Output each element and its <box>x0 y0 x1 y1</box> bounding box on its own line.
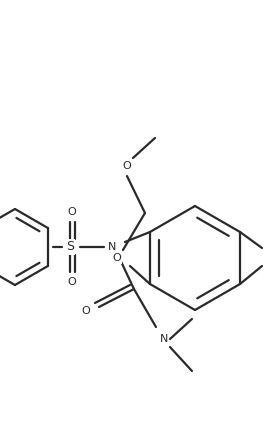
Text: O: O <box>113 253 121 263</box>
Text: N: N <box>108 242 116 252</box>
Text: O: O <box>67 277 76 287</box>
Text: N: N <box>160 334 168 344</box>
Text: O: O <box>67 207 76 217</box>
Text: O: O <box>123 161 131 171</box>
Text: O: O <box>82 306 90 316</box>
Text: S: S <box>66 241 74 254</box>
